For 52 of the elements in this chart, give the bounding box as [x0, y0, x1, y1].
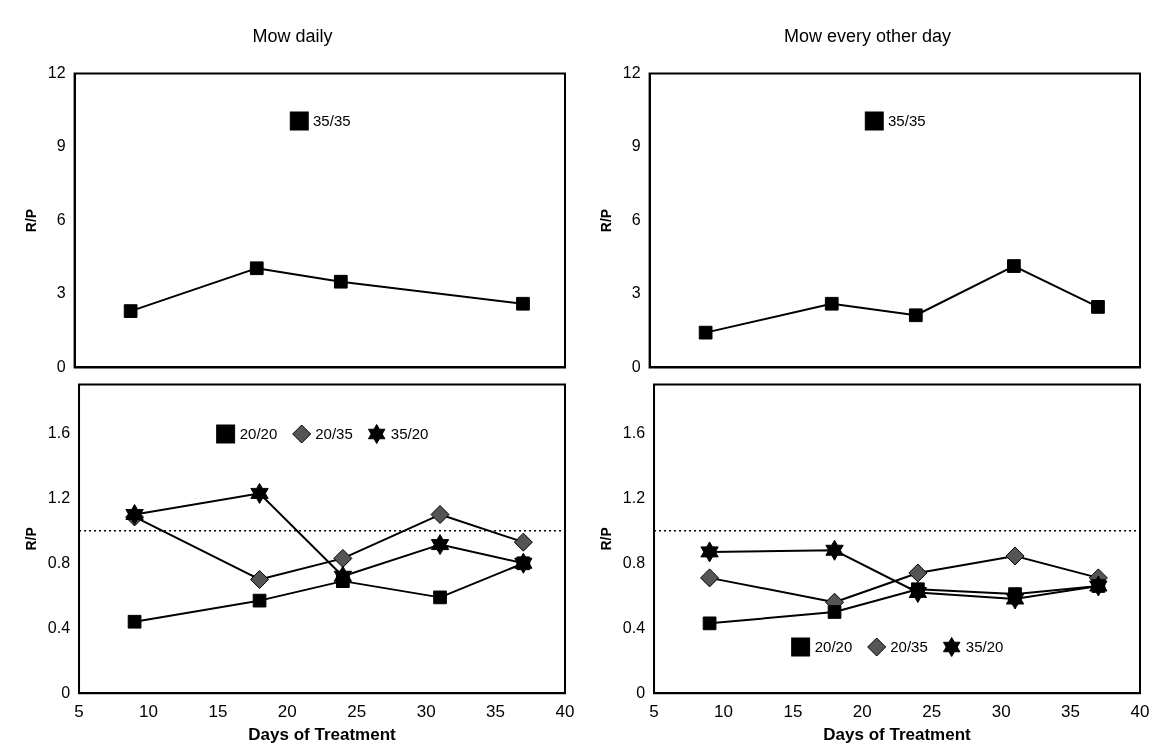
legend-label: 20/35 [315, 425, 353, 443]
y-tick-label: 0.8 [47, 553, 71, 571]
y-axis-title: R/P [23, 527, 40, 551]
x-tick-label: 5 [74, 702, 84, 722]
x-tick-label: 20 [277, 702, 297, 722]
y-tick-label: 3 [631, 284, 641, 302]
x-tick-label: 35 [1061, 702, 1081, 722]
y-axis-title: R/P [598, 208, 615, 233]
y-tick-label: 0.4 [47, 618, 71, 636]
y-tick-label: 0.4 [622, 618, 646, 636]
y-tick-label: 3 [56, 284, 66, 302]
x-tick-label: 30 [416, 702, 436, 722]
legend-label: 20/35 [890, 638, 928, 656]
x-tick-label: 30 [991, 702, 1011, 722]
y-tick-label: 1.2 [47, 488, 71, 506]
y-tick-label: 6 [631, 210, 641, 228]
legend-label: 35/20 [965, 638, 1004, 656]
y-tick-label: 9 [631, 137, 641, 155]
legend-label: 35/20 [390, 425, 429, 443]
y-axis-title: R/P [23, 208, 40, 233]
legend-label: 20/20 [239, 425, 278, 443]
x-tick-label: 15 [783, 702, 803, 722]
chart-title: Mow daily [252, 25, 333, 46]
y-tick-label: 0.8 [622, 553, 646, 571]
x-tick-label: 5 [649, 702, 659, 722]
x-tick-label: 35 [486, 702, 506, 722]
y-tick-label: 0 [636, 683, 646, 701]
y-tick-label: 0 [56, 357, 66, 375]
y-tick-label: 1.6 [47, 423, 71, 441]
chart-title: Mow every other day [783, 25, 952, 46]
x-tick-label: 40 [1130, 702, 1150, 722]
x-tick-label: 20 [852, 702, 872, 722]
y-tick-label: 1.6 [622, 423, 646, 441]
x-tick-label: 25 [922, 702, 942, 722]
y-axis-title: R/P [598, 527, 615, 551]
legend-label: 20/20 [814, 638, 853, 656]
x-tick-label: 40 [555, 702, 575, 722]
x-axis-title: Days of Treatment [248, 725, 397, 745]
y-tick-label: 1.2 [622, 488, 646, 506]
x-tick-label: 15 [208, 702, 228, 722]
legend-label: 35/35 [888, 112, 926, 130]
x-axis-title: Days of Treatment [823, 725, 972, 745]
y-tick-label: 9 [56, 137, 66, 155]
x-tick-label: 25 [347, 702, 367, 722]
y-tick-label: 6 [56, 210, 66, 228]
legend-label: 35/35 [313, 112, 351, 130]
x-tick-label: 10 [139, 702, 158, 722]
x-tick-label: 10 [714, 702, 733, 722]
y-tick-label: 12 [622, 64, 641, 82]
y-tick-label: 12 [47, 64, 66, 82]
y-tick-label: 0 [61, 683, 71, 701]
y-tick-label: 0 [631, 357, 641, 375]
